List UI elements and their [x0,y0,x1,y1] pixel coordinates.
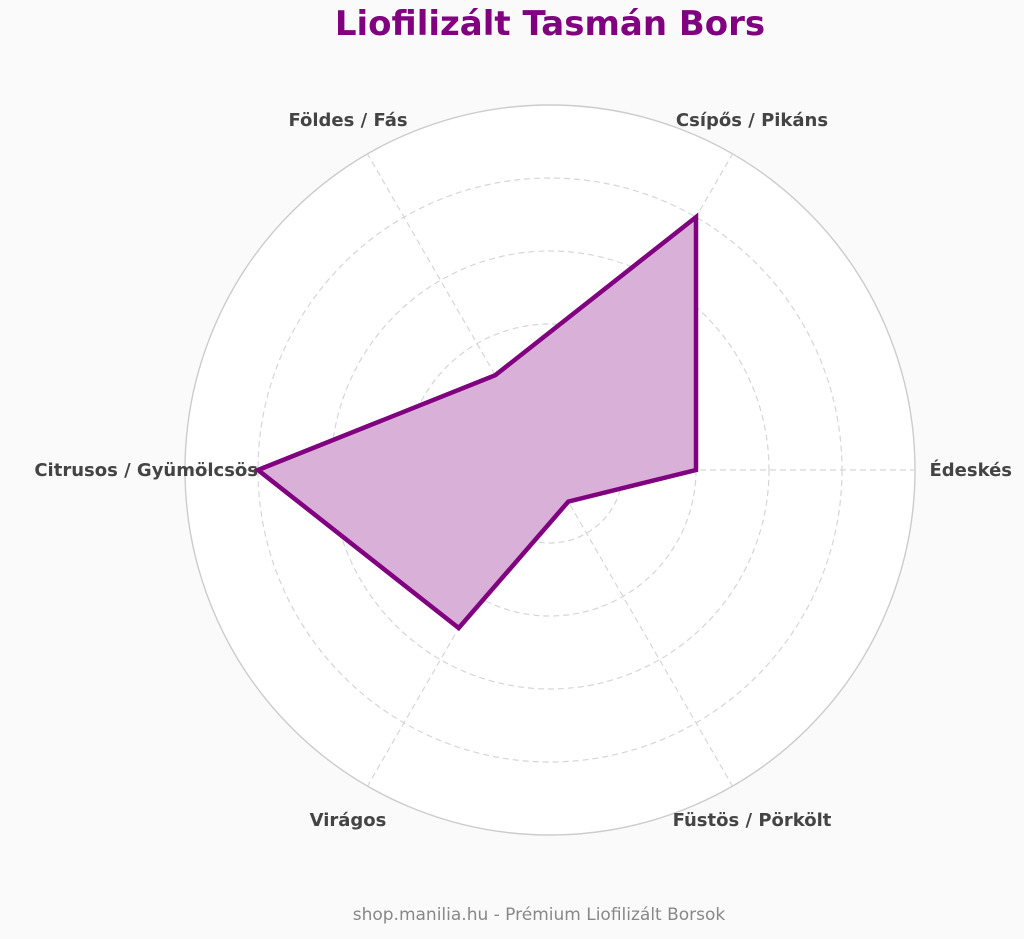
grid-ring-3 [330,250,770,690]
axis-label-3: Földes / Fás [288,110,407,131]
grid-spoke-6 [549,469,734,787]
footer-source-text: shop.manilia.hu - Prémium Liofilizált Bo… [352,905,726,925]
axis-label-1: Édeskés [929,459,1012,481]
chart-title: Liofilizált Tasmán Bors [334,4,766,44]
series-polygon [253,212,699,632]
axis-label-4: Citrusos / Gyümölcsös [34,460,258,481]
axis-label-2: Csípős / Pikáns [676,110,828,131]
axis-label-5: Virágos [310,810,387,831]
axis-label-6: Füstös / Pörkölt [673,810,832,831]
